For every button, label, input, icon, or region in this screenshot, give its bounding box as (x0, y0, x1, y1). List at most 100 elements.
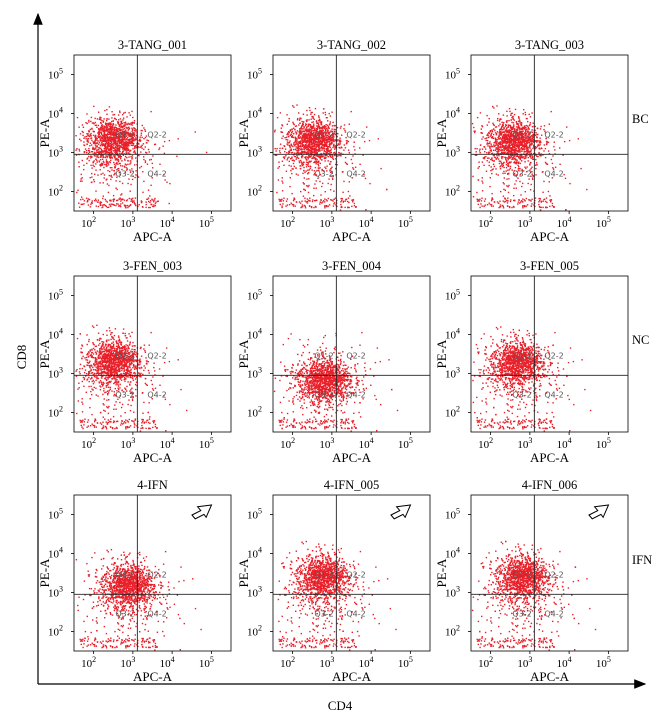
event-dot (315, 120, 318, 123)
event-dot (332, 205, 335, 207)
event-dot (507, 131, 509, 133)
event-dot (306, 151, 309, 154)
event-dot (141, 201, 143, 203)
event-dot (90, 120, 92, 123)
event-dot (339, 127, 342, 129)
event-dot (129, 114, 131, 116)
event-dot (528, 199, 530, 201)
event-dot (498, 142, 500, 144)
event-dot (102, 121, 104, 123)
event-dot (131, 129, 134, 131)
event-dot (503, 161, 505, 164)
event-dot (118, 198, 120, 200)
event-dot (163, 140, 166, 143)
event-dot (121, 132, 123, 135)
event-dot (139, 140, 141, 142)
event-dot (478, 200, 480, 202)
event-dot (303, 144, 305, 146)
event-dot (296, 143, 298, 146)
event-dot (116, 158, 118, 160)
event-dot (103, 161, 105, 164)
event-dot (110, 146, 112, 148)
event-dot (108, 155, 111, 157)
event-dot (97, 151, 100, 153)
event-dot (102, 204, 105, 206)
event-dot (308, 161, 310, 163)
x-tick-label: 104 (160, 215, 175, 230)
event-dot (129, 133, 131, 136)
event-dot (129, 150, 131, 153)
event-dot (123, 117, 125, 119)
event-dot (133, 122, 135, 124)
event-dot (331, 171, 333, 173)
event-dot (524, 191, 526, 193)
event-dot (299, 131, 302, 134)
event-dot (550, 199, 553, 201)
event-dot (290, 165, 292, 167)
event-dot (495, 134, 498, 136)
event-dot (532, 138, 534, 141)
event-dot (548, 181, 550, 183)
event-dot (333, 190, 335, 192)
event-dot (503, 170, 505, 173)
event-dot (501, 165, 504, 168)
event-dot (124, 148, 126, 150)
x-tick-exponent: 3 (330, 215, 334, 224)
event-dot (116, 176, 118, 178)
event-dot (311, 157, 313, 160)
event-dot (519, 180, 521, 183)
event-dot (118, 124, 121, 126)
event-dot (119, 205, 122, 207)
event-dot (491, 132, 493, 134)
event-dot (309, 161, 311, 163)
event-dot (158, 147, 161, 149)
event-dot (539, 198, 541, 200)
event-dot (486, 114, 488, 117)
event-dot (119, 124, 121, 126)
event-dot (96, 161, 98, 163)
event-dot (316, 132, 318, 135)
event-dot (125, 205, 127, 207)
event-dot (98, 149, 100, 151)
event-dot (103, 136, 106, 138)
event-dot (325, 199, 328, 201)
event-dot (111, 111, 113, 113)
event-dot (380, 167, 382, 170)
event-dot (347, 140, 350, 143)
event-dot (104, 122, 107, 124)
event-dot (294, 136, 296, 139)
event-dot (317, 122, 319, 124)
event-dot (501, 121, 503, 123)
event-dot (313, 150, 315, 153)
event-dot (302, 145, 304, 147)
event-dot (346, 163, 349, 165)
event-dot (285, 155, 287, 157)
event-dot (305, 170, 307, 172)
event-dot (138, 204, 140, 206)
event-dot (326, 147, 328, 150)
event-dot (564, 140, 566, 143)
event-dot (93, 180, 96, 183)
event-dot (324, 114, 327, 116)
event-dot (568, 139, 571, 142)
event-dot (112, 120, 114, 122)
event-dot (117, 139, 119, 141)
event-dot (301, 152, 303, 154)
event-dot (100, 173, 102, 175)
event-dot (110, 128, 112, 130)
event-dot (329, 151, 331, 153)
event-dot (478, 161, 480, 163)
event-dot (504, 189, 506, 191)
event-dot (314, 183, 316, 185)
event-dot (290, 149, 292, 151)
event-dot (508, 184, 510, 187)
event-dot (325, 157, 327, 159)
event-dot (296, 141, 298, 143)
event-dot (113, 113, 116, 116)
event-dot (109, 161, 111, 164)
event-dot (144, 136, 147, 139)
event-dot (143, 180, 145, 183)
event-dot (540, 155, 542, 157)
event-dot (124, 111, 126, 114)
event-dot (122, 119, 124, 121)
